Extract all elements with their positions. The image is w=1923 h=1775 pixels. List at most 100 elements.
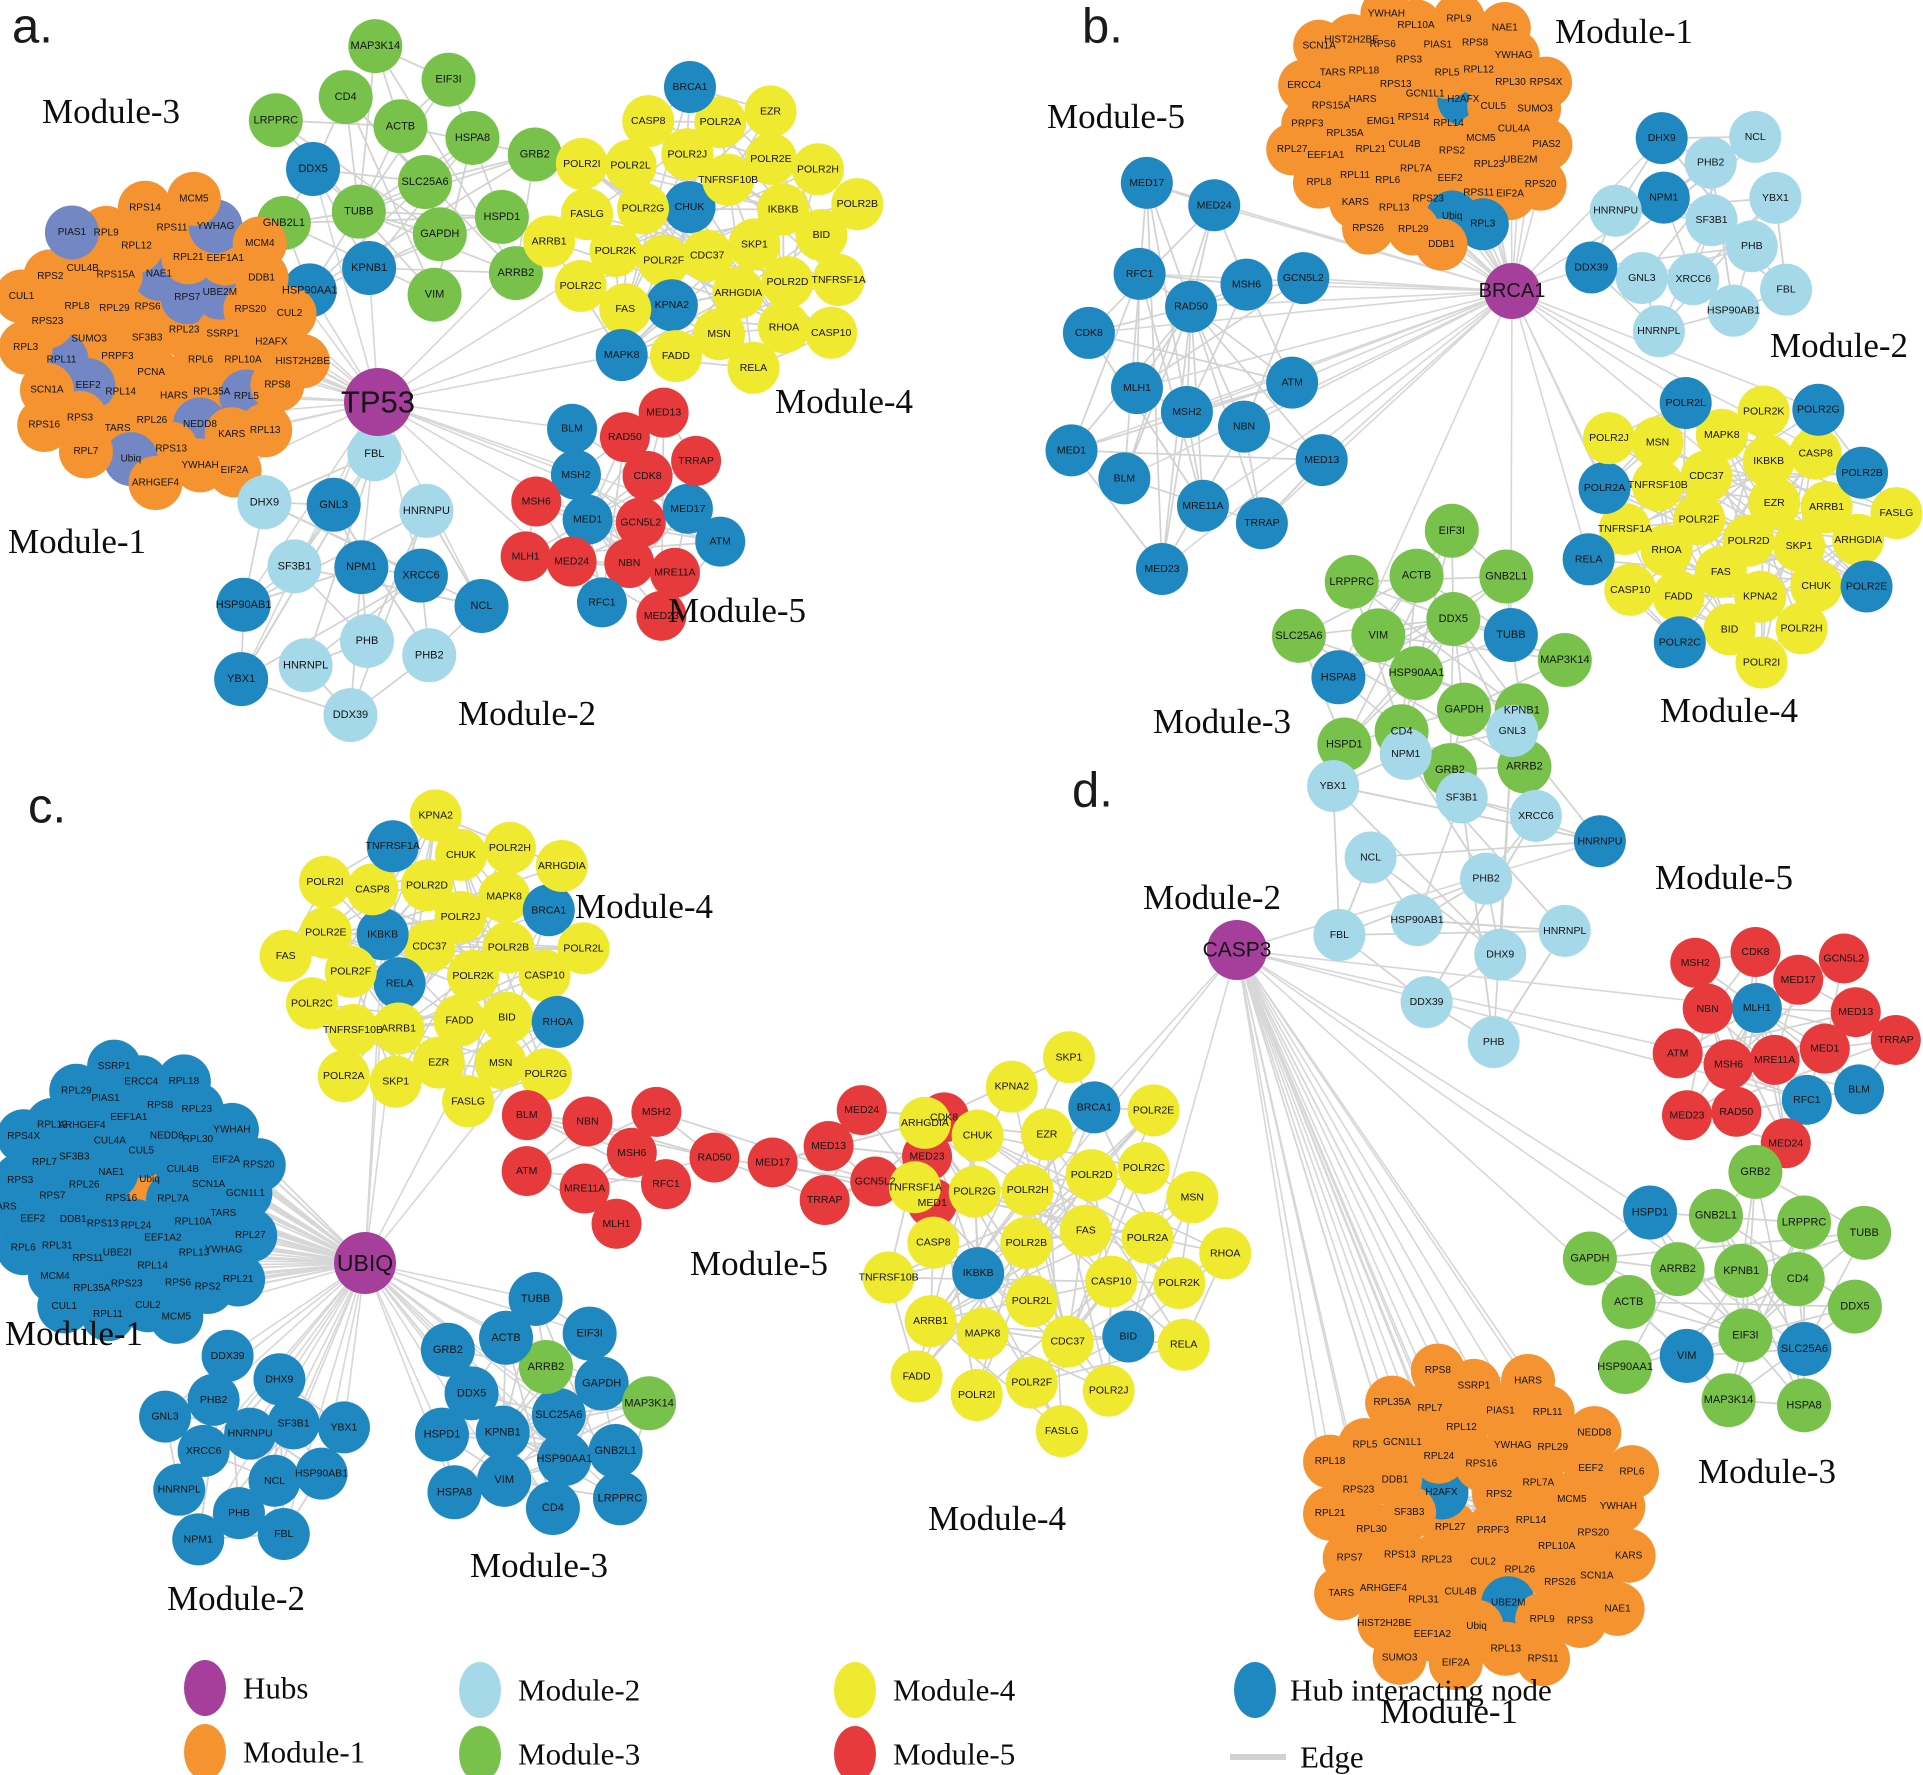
node-cdk8[interactable]	[1062, 306, 1115, 359]
node-ncl[interactable]	[248, 1454, 301, 1507]
node-tnfrsf1a[interactable]	[812, 254, 865, 307]
node-xrcc6[interactable]	[393, 548, 448, 603]
node-rela[interactable]	[727, 341, 780, 394]
node-med13[interactable]	[803, 1120, 854, 1171]
node-med17[interactable]	[662, 483, 713, 534]
node-polr2h[interactable]	[1775, 602, 1828, 655]
node-kpna2[interactable]	[645, 279, 698, 332]
node-polr2c[interactable]	[1653, 616, 1706, 669]
node-nbn[interactable]	[562, 1096, 613, 1147]
node-tnfrsf1a[interactable]	[1598, 503, 1651, 556]
node-kpnb1[interactable]	[1714, 1243, 1769, 1298]
node-xrcc6[interactable]	[1667, 253, 1720, 306]
node-polr2h[interactable]	[483, 821, 536, 874]
node-rpl3[interactable]	[1456, 198, 1509, 251]
node-rpl3[interactable]	[0, 320, 53, 375]
node-kpna2[interactable]	[409, 789, 462, 842]
node-med17[interactable]	[1120, 156, 1173, 209]
node-trrap[interactable]	[1870, 1014, 1921, 1065]
node-sf3b1[interactable]	[267, 1397, 320, 1450]
node-rad50[interactable]	[689, 1132, 740, 1183]
node-gnl3[interactable]	[139, 1390, 192, 1443]
node-hars[interactable]	[1501, 1353, 1556, 1408]
node-tars[interactable]	[1314, 1566, 1369, 1621]
node-fadd[interactable]	[649, 330, 702, 383]
node-ikbkb[interactable]	[757, 183, 810, 236]
node-cd4[interactable]	[525, 1481, 580, 1536]
node-ddx5[interactable]	[444, 1366, 499, 1421]
node-slc25a6[interactable]	[1777, 1321, 1832, 1376]
node-polr2e[interactable]	[744, 133, 797, 186]
node-tnfrsf1a[interactable]	[888, 1161, 941, 1214]
node-fbl[interactable]	[347, 427, 402, 482]
node-hspa8[interactable]	[1777, 1378, 1832, 1433]
node-ercc4[interactable]	[1278, 59, 1331, 112]
node-ssrp1[interactable]	[87, 1039, 142, 1094]
node-tnfrsf1a[interactable]	[366, 820, 419, 873]
node-ncl[interactable]	[1729, 110, 1782, 163]
node-polr2b[interactable]	[482, 921, 535, 974]
node-polr2a[interactable]	[1578, 461, 1631, 514]
node-nae1[interactable]	[1478, 1, 1531, 54]
node-ybx1[interactable]	[214, 652, 269, 707]
node-mlh1[interactable]	[1110, 362, 1163, 415]
node-hspd1[interactable]	[1317, 717, 1372, 772]
node-rela[interactable]	[1157, 1318, 1210, 1371]
hub-node-brca1[interactable]	[1484, 263, 1540, 319]
node-map3k14[interactable]	[1537, 633, 1592, 688]
node-kpna2[interactable]	[1734, 570, 1787, 623]
node-chuk[interactable]	[434, 828, 487, 881]
node-arrb2[interactable]	[488, 246, 543, 301]
node-tubb[interactable]	[508, 1271, 563, 1326]
node-npm1[interactable]	[334, 540, 389, 595]
node-polr2l[interactable]	[1005, 1275, 1058, 1328]
node-arhgdia[interactable]	[1832, 513, 1885, 566]
node-polr2k[interactable]	[1737, 385, 1790, 438]
node-mre11a[interactable]	[1176, 479, 1229, 532]
node-phb2[interactable]	[1684, 136, 1737, 189]
node-vim[interactable]	[407, 267, 462, 322]
node-med1[interactable]	[1045, 424, 1098, 477]
node-gnl3[interactable]	[1486, 705, 1539, 758]
node-ddx39[interactable]	[201, 1329, 254, 1382]
node-mapk8[interactable]	[1695, 408, 1748, 461]
node-map3k14[interactable]	[1701, 1373, 1756, 1428]
node-med13[interactable]	[1830, 987, 1881, 1038]
node-arrb1[interactable]	[1800, 481, 1853, 534]
node-casp10[interactable]	[518, 949, 571, 1002]
node-blm[interactable]	[1834, 1064, 1885, 1115]
node-ddx39[interactable]	[1565, 241, 1618, 294]
node-ddx39[interactable]	[1400, 976, 1453, 1029]
node-fbl[interactable]	[1313, 908, 1366, 961]
node-gapdh[interactable]	[574, 1356, 629, 1411]
node-rpl27[interactable]	[1266, 123, 1319, 176]
node-ezr[interactable]	[744, 85, 797, 138]
node-hnrnpu[interactable]	[1589, 184, 1642, 237]
node-casp10[interactable]	[1085, 1255, 1138, 1308]
node-polr2f[interactable]	[637, 234, 690, 287]
node-mapk8[interactable]	[478, 870, 531, 923]
node-vim[interactable]	[1351, 608, 1406, 663]
node-gcn5l2[interactable]	[615, 497, 666, 548]
node-sumo3[interactable]	[1372, 1630, 1427, 1685]
node-casp8[interactable]	[907, 1216, 960, 1269]
node-hsp90ab1[interactable]	[1391, 894, 1444, 947]
node-polr2a[interactable]	[694, 96, 747, 149]
node-rpl18[interactable]	[1303, 1434, 1358, 1489]
node-chuk[interactable]	[663, 181, 716, 234]
node-fadd[interactable]	[890, 1350, 943, 1403]
node-polr2d[interactable]	[761, 256, 814, 309]
node-phb2[interactable]	[402, 628, 457, 683]
node-brca1[interactable]	[664, 60, 717, 113]
node-hsp90ab1[interactable]	[1707, 284, 1760, 337]
node-ezr[interactable]	[1020, 1108, 1073, 1161]
node-fadd[interactable]	[1652, 570, 1705, 623]
node-cd4[interactable]	[1770, 1252, 1825, 1307]
node-fadd[interactable]	[433, 994, 486, 1047]
node-cul1[interactable]	[0, 269, 49, 324]
node-mapk8[interactable]	[595, 329, 648, 382]
node-blm[interactable]	[501, 1090, 552, 1141]
node-npm1[interactable]	[1637, 171, 1690, 224]
node-kars[interactable]	[1601, 1528, 1656, 1583]
node-polr2f[interactable]	[1005, 1356, 1058, 1409]
